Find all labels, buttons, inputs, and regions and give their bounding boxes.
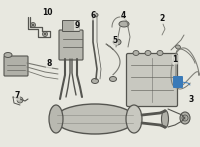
Text: 4: 4 <box>120 11 126 20</box>
FancyBboxPatch shape <box>174 76 182 87</box>
Ellipse shape <box>55 104 135 134</box>
Circle shape <box>32 24 34 26</box>
Ellipse shape <box>49 105 63 133</box>
Ellipse shape <box>157 51 163 56</box>
FancyBboxPatch shape <box>62 20 80 31</box>
Text: 8: 8 <box>46 59 52 69</box>
Text: 2: 2 <box>159 14 165 23</box>
Circle shape <box>42 31 48 36</box>
Ellipse shape <box>113 39 121 45</box>
Ellipse shape <box>119 21 129 27</box>
Ellipse shape <box>176 45 180 49</box>
Ellipse shape <box>92 78 98 83</box>
Text: 10: 10 <box>42 8 52 17</box>
Ellipse shape <box>145 51 151 56</box>
Text: 1: 1 <box>172 55 178 64</box>
FancyBboxPatch shape <box>4 56 28 76</box>
Ellipse shape <box>126 105 142 133</box>
Text: 9: 9 <box>74 21 80 30</box>
Circle shape <box>30 22 36 27</box>
Ellipse shape <box>133 51 139 56</box>
Ellipse shape <box>4 52 12 57</box>
FancyBboxPatch shape <box>127 54 178 106</box>
Text: 6: 6 <box>90 11 96 20</box>
Ellipse shape <box>110 76 116 81</box>
Ellipse shape <box>92 13 98 17</box>
Circle shape <box>182 115 188 121</box>
Circle shape <box>17 97 23 103</box>
Circle shape <box>44 33 46 35</box>
Text: 5: 5 <box>112 36 118 45</box>
Ellipse shape <box>162 110 168 128</box>
FancyBboxPatch shape <box>59 30 83 60</box>
Text: 7: 7 <box>14 91 20 100</box>
Text: 3: 3 <box>188 95 194 105</box>
Ellipse shape <box>180 112 190 124</box>
